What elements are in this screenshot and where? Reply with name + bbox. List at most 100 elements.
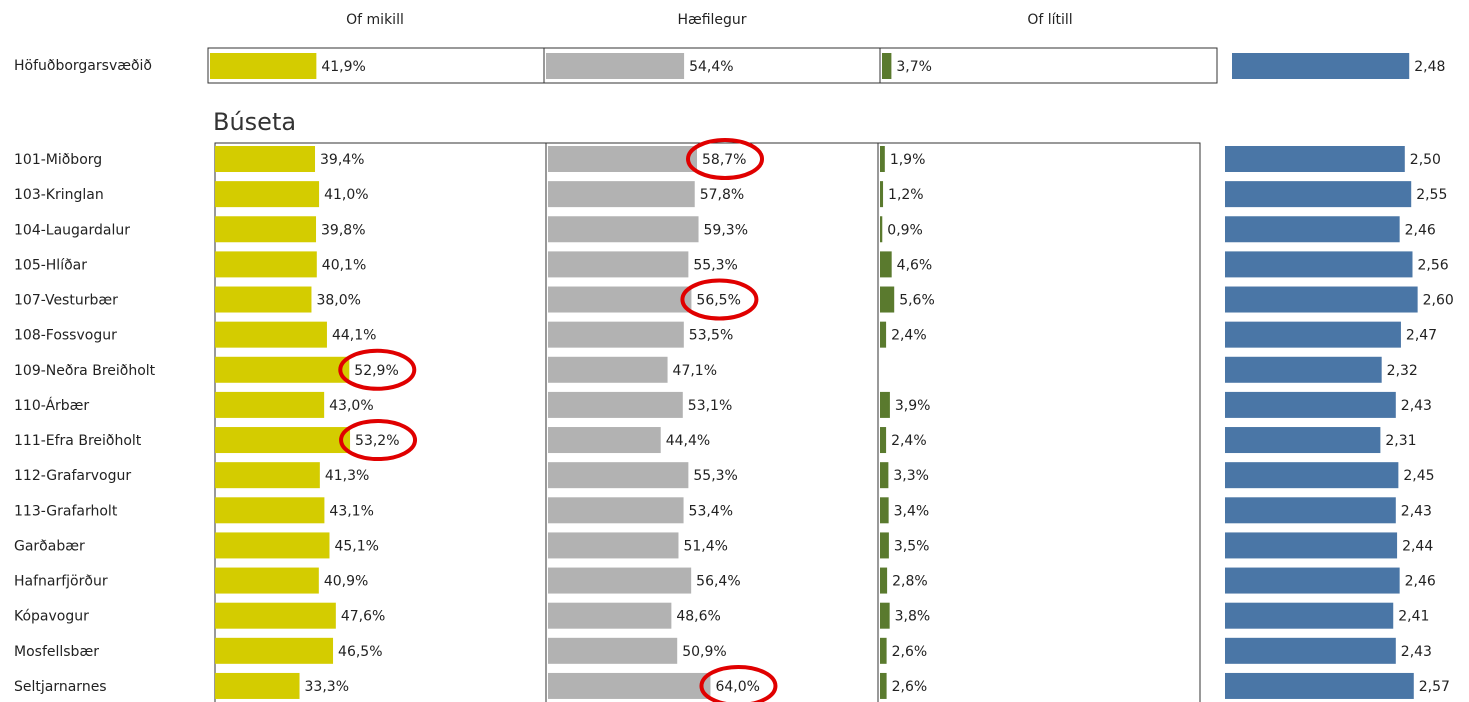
- value-label: 38,0%: [316, 293, 360, 309]
- highlight-circle: [699, 664, 778, 702]
- bar: [1225, 462, 1399, 489]
- bar: [215, 532, 330, 559]
- value-label: 2,8%: [892, 574, 928, 590]
- total-category: Höfuðborgarsvæðið: [14, 58, 152, 74]
- category-label: 101-Miðborg: [14, 152, 102, 168]
- value-label: 41,0%: [324, 187, 368, 203]
- value-label: 39,4%: [320, 152, 364, 168]
- bar: [548, 497, 684, 524]
- value-label: 51,4%: [683, 538, 727, 554]
- highlight-circle: [338, 348, 417, 391]
- value-label: 41,3%: [325, 468, 369, 484]
- bar: [548, 286, 692, 313]
- value-label: 52,9%: [354, 363, 398, 379]
- value-label: 2,60: [1423, 293, 1454, 309]
- value-label: 41,9%: [321, 59, 365, 75]
- value-label: 2,43: [1401, 398, 1432, 414]
- value-label: 3,8%: [895, 609, 931, 625]
- bar: [215, 286, 312, 313]
- bar: [1225, 672, 1414, 699]
- value-label: 58,7%: [702, 152, 746, 168]
- value-label: 1,9%: [890, 152, 926, 168]
- bar: [1225, 286, 1418, 313]
- category-label: Kópavogur: [14, 609, 89, 625]
- bar: [1225, 567, 1400, 594]
- bar: [1225, 497, 1396, 524]
- value-label: 2,4%: [891, 433, 927, 449]
- bar: [880, 146, 885, 172]
- bar: [882, 53, 892, 79]
- value-label: 55,3%: [693, 257, 737, 273]
- bar: [1225, 146, 1405, 172]
- value-label: 2,55: [1416, 187, 1447, 203]
- value-label: 43,0%: [329, 398, 373, 414]
- column-header: Hæfilegur: [677, 12, 746, 28]
- value-label: 44,4%: [666, 433, 710, 449]
- bar: [1225, 356, 1382, 383]
- bar: [548, 321, 684, 348]
- bar: [880, 602, 890, 629]
- value-label: 2,43: [1401, 503, 1432, 519]
- bar: [1225, 251, 1413, 278]
- value-label: 40,9%: [324, 574, 368, 590]
- bar: [546, 53, 685, 79]
- value-label: 4,6%: [897, 257, 933, 273]
- bar: [1225, 637, 1396, 664]
- value-label: 2,31: [1385, 433, 1416, 449]
- value-label: 2,43: [1401, 644, 1432, 660]
- bar: [215, 321, 327, 348]
- value-label: 2,32: [1387, 363, 1418, 379]
- bar: [548, 181, 695, 208]
- value-label: 53,2%: [355, 433, 399, 449]
- bar: [215, 356, 350, 383]
- bar: [548, 391, 683, 418]
- value-label: 2,46: [1405, 222, 1436, 238]
- value-label: 57,8%: [700, 187, 744, 203]
- column-header: Of mikill: [346, 12, 404, 28]
- value-label: 3,4%: [894, 503, 930, 519]
- bar: [1225, 391, 1396, 418]
- value-label: 2,57: [1419, 679, 1450, 695]
- value-label: 2,46: [1405, 574, 1436, 590]
- value-label: 47,6%: [341, 609, 385, 625]
- value-label: 48,6%: [676, 609, 720, 625]
- value-label: 1,2%: [888, 187, 924, 203]
- bar: [548, 216, 699, 243]
- bar: [1225, 532, 1398, 559]
- bar: [215, 251, 317, 278]
- bar: [215, 181, 320, 208]
- bar: [210, 53, 317, 79]
- bar: [215, 146, 316, 172]
- value-label: 56,4%: [696, 574, 740, 590]
- column-header: Of lítill: [1027, 12, 1072, 28]
- value-label: 2,47: [1406, 328, 1437, 344]
- bar: [880, 672, 887, 699]
- category-label: 113-Grafarholt: [14, 503, 118, 519]
- bar: [215, 497, 325, 524]
- value-label: 53,5%: [689, 328, 733, 344]
- value-label: 39,8%: [321, 222, 365, 238]
- value-label: 2,45: [1403, 468, 1434, 484]
- value-label: 2,44: [1402, 538, 1433, 554]
- bar: [215, 637, 334, 664]
- value-label: 3,5%: [894, 538, 930, 554]
- category-label: 108-Fossvogur: [14, 328, 117, 344]
- category-label: Garðabær: [14, 538, 85, 554]
- value-label: 43,1%: [329, 503, 373, 519]
- value-label: 53,4%: [689, 503, 733, 519]
- bar: [880, 181, 884, 208]
- bar: [548, 602, 672, 629]
- bar: [880, 567, 888, 594]
- category-label: 103-Kringlan: [14, 187, 104, 203]
- bar: [215, 567, 319, 594]
- category-label: 105-Hlíðar: [14, 257, 87, 273]
- bar: [880, 286, 895, 313]
- value-label: 55,3%: [693, 468, 737, 484]
- value-label: 50,9%: [682, 644, 726, 660]
- bar: [1225, 181, 1412, 208]
- value-label: 3,7%: [896, 59, 932, 75]
- value-label: 2,56: [1417, 257, 1448, 273]
- bar: [548, 567, 692, 594]
- category-label: Seltjarnarnes: [14, 679, 107, 695]
- value-label: 33,3%: [305, 679, 349, 695]
